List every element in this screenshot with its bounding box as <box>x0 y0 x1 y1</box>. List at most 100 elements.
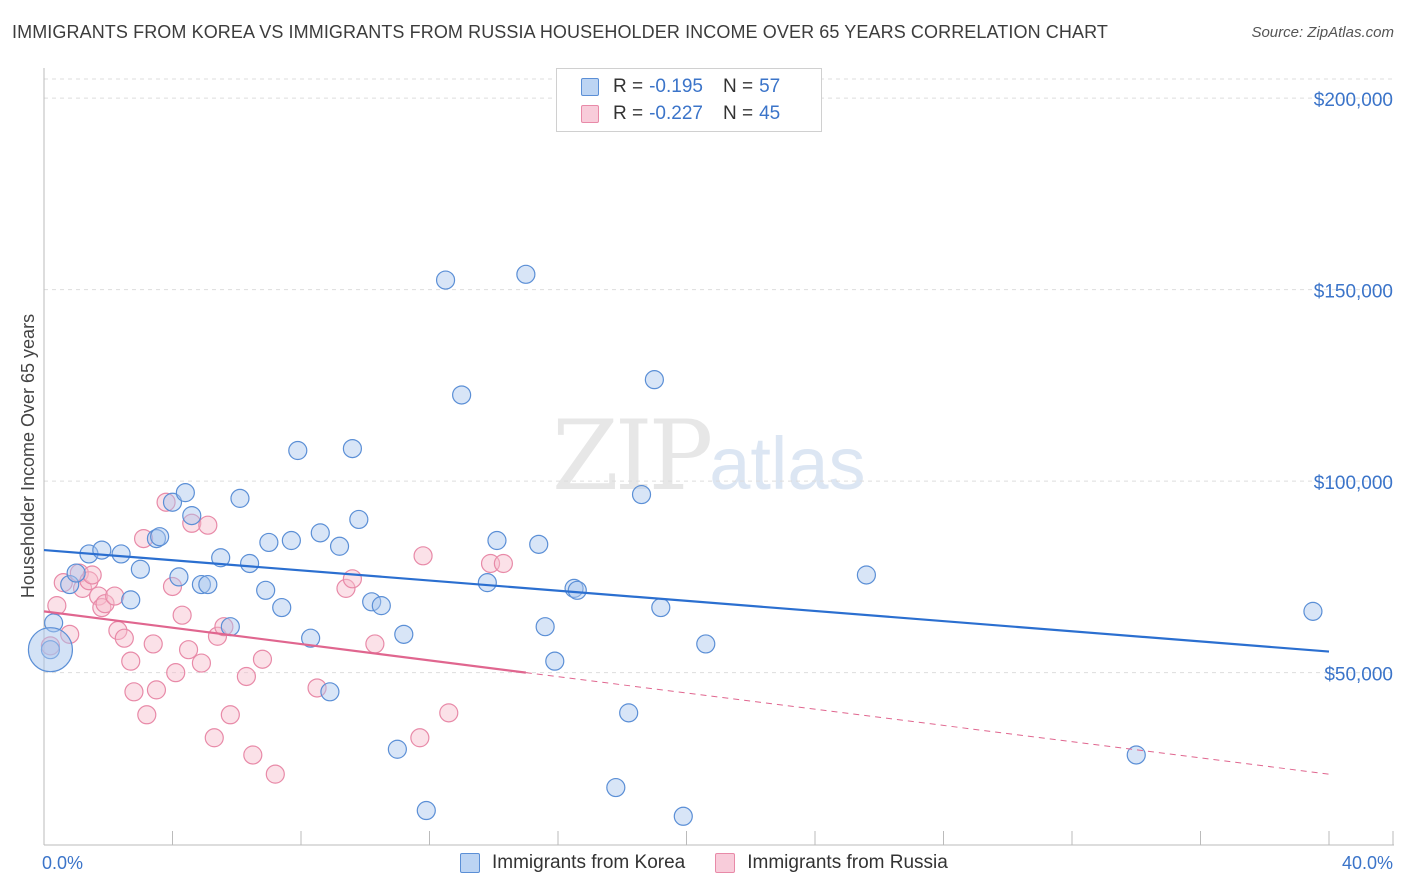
russia-point <box>336 578 356 598</box>
legend-swatch-korea <box>581 78 599 96</box>
series-legend: Immigrants from Korea Immigrants from Ru… <box>460 852 978 874</box>
russia-point <box>243 745 263 765</box>
legend-row-russia: R = -0.227 N = 45 <box>581 102 780 126</box>
korea-point <box>281 530 301 551</box>
korea-point <box>175 483 195 503</box>
korea-point <box>567 580 587 600</box>
korea-point <box>256 580 276 600</box>
korea-point <box>487 530 507 551</box>
series-legend-korea: Immigrants from Korea <box>460 852 685 874</box>
korea-point <box>435 270 456 290</box>
russia-point <box>191 653 212 673</box>
korea-point <box>121 590 141 610</box>
legend-korea-n-value: 57 <box>759 76 781 97</box>
russia-point <box>178 640 199 660</box>
russia-point <box>137 705 157 725</box>
korea-point <box>644 370 664 390</box>
korea-point <box>651 597 671 618</box>
y-tick-label: $150,000 <box>1314 282 1393 303</box>
series-legend-russia-label: Immigrants from Russia <box>747 852 948 873</box>
korea-point <box>66 563 86 583</box>
korea-point <box>477 573 497 593</box>
korea-point <box>387 739 407 759</box>
russia-point <box>410 728 430 748</box>
korea-point <box>130 559 150 579</box>
korea-point <box>529 534 549 554</box>
korea-point <box>320 682 340 702</box>
source-label: Source: ZipAtlas.com <box>1251 24 1394 41</box>
korea-point <box>259 532 279 553</box>
y-tick-label: $200,000 <box>1314 90 1393 111</box>
korea-point <box>162 492 183 512</box>
russia-trend-extension <box>525 672 1330 775</box>
korea-point <box>516 264 536 284</box>
korea-point <box>191 574 212 595</box>
korea-point <box>288 440 308 461</box>
korea-point <box>198 574 218 595</box>
korea-point <box>230 488 250 508</box>
legend-russia-n-label: N = <box>722 103 754 124</box>
russia-point <box>252 649 273 669</box>
russia-point <box>220 705 240 725</box>
russia-point <box>413 546 433 566</box>
russia-point <box>156 492 176 512</box>
legend-swatch-russia <box>581 105 599 123</box>
korea-point <box>310 523 330 543</box>
korea-point <box>349 509 369 530</box>
series-legend-korea-swatch <box>460 853 480 873</box>
russia-point <box>365 634 385 654</box>
russia-point <box>198 515 218 535</box>
korea-point <box>673 806 693 826</box>
watermark-atlas: atlas <box>709 422 866 505</box>
korea-point <box>452 385 472 405</box>
legend-korea-r-value: -0.195 <box>649 76 703 97</box>
korea-point <box>619 703 639 723</box>
series-legend-russia: Immigrants from Russia <box>715 852 948 874</box>
russia-point <box>307 678 327 698</box>
korea-point <box>272 597 292 618</box>
russia-point <box>342 569 362 589</box>
russia-point <box>204 728 224 748</box>
x-tick-label: 0.0% <box>42 853 83 873</box>
russia-point <box>172 605 192 625</box>
legend-russia-n-value: 45 <box>759 103 781 124</box>
russia-point <box>182 513 202 533</box>
russia-point <box>82 565 102 585</box>
russia-point <box>265 764 285 784</box>
russia-point <box>105 586 125 606</box>
russia-point <box>114 628 134 648</box>
korea-point <box>301 628 321 648</box>
korea-point <box>146 528 167 549</box>
russia-point <box>439 703 459 723</box>
chart-title: IMMIGRANTS FROM KOREA VS IMMIGRANTS FROM… <box>12 22 1108 42</box>
korea-trend-line <box>43 548 1330 653</box>
korea-point <box>111 544 131 564</box>
korea-point <box>1303 601 1323 621</box>
korea-point <box>856 565 877 585</box>
russia-point <box>89 586 109 606</box>
russia-point <box>214 617 234 637</box>
russia-point <box>95 594 115 614</box>
korea-point <box>696 634 716 654</box>
russia-point <box>143 634 163 654</box>
korea-point <box>240 553 260 574</box>
russia-point <box>121 651 141 671</box>
x-tick-label: 40.0% <box>1342 853 1393 873</box>
russia-point <box>493 553 513 574</box>
korea-point <box>535 617 555 637</box>
russia-point <box>166 663 186 683</box>
russia-trend-line <box>43 610 527 674</box>
y-tick-label: $100,000 <box>1314 473 1393 494</box>
korea-point <box>606 777 626 798</box>
legend-korea-r-label: R = <box>613 76 644 97</box>
russia-point <box>124 682 144 702</box>
legend-korea-n-label: N = <box>722 76 754 97</box>
korea-point <box>362 592 382 612</box>
korea-point <box>150 527 170 547</box>
korea-point <box>182 506 202 526</box>
legend-russia-r-label: R = <box>613 103 644 124</box>
korea-point <box>92 540 112 560</box>
korea-point <box>211 548 231 568</box>
correlation-legend: R = -0.195 N = 57 R = -0.227 N = 45 <box>556 68 822 132</box>
legend-russia-r-value: -0.227 <box>649 103 703 124</box>
